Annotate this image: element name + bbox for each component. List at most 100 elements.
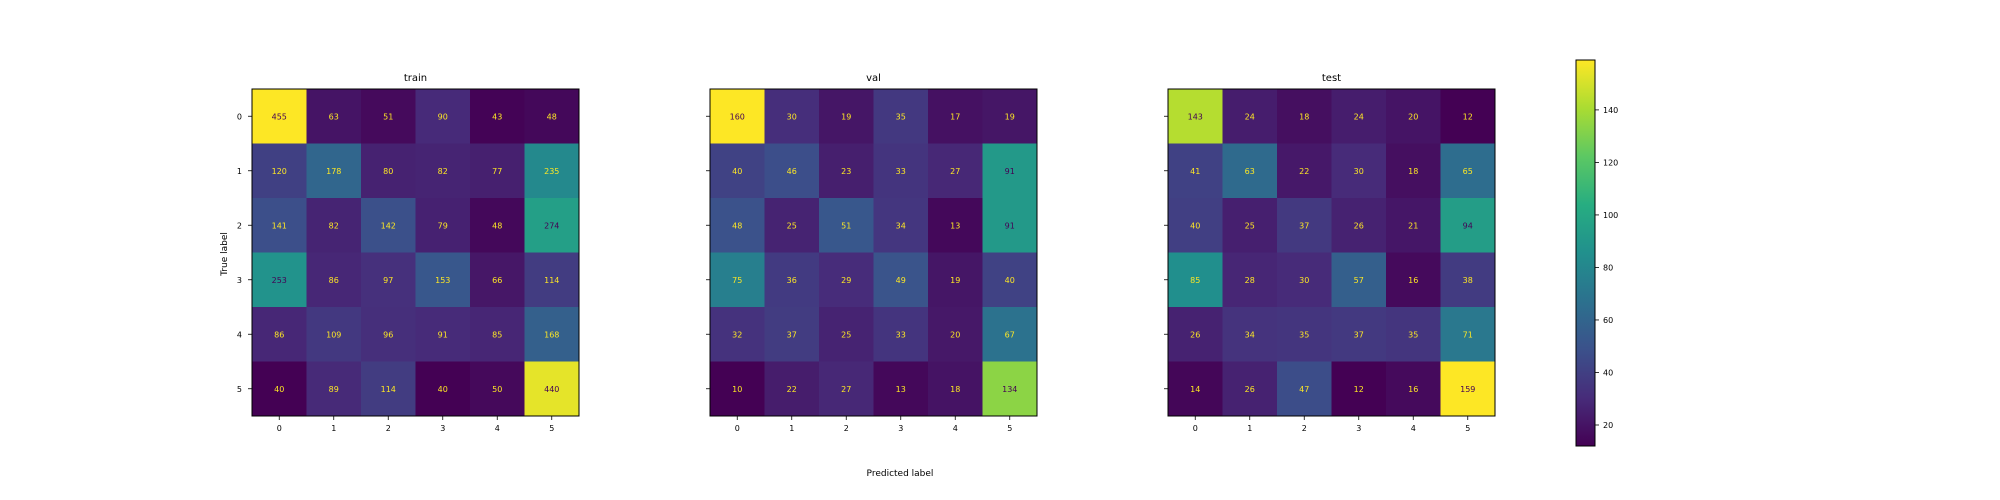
x-tick-label: 2 (1302, 424, 1307, 433)
heatmap-cell (1277, 307, 1332, 362)
cell-value-label: 440 (544, 385, 559, 394)
cell-value-label: 82 (329, 221, 339, 230)
cell-value-label: 114 (544, 276, 559, 285)
heatmap-cell (1386, 198, 1441, 253)
heatmap-cell (1386, 361, 1441, 417)
cell-value-label: 26 (1245, 385, 1255, 394)
heatmap-cell (1440, 307, 1496, 362)
heatmap-cell (306, 252, 362, 308)
heatmap-cell (1440, 198, 1496, 253)
cell-value-label: 85 (492, 330, 502, 339)
heatmap-cell (306, 143, 362, 199)
heatmap-cell (1386, 143, 1441, 199)
x-tick-label: 5 (1007, 424, 1012, 433)
cell-value-label: 35 (896, 112, 906, 121)
colorbar-tick-label: 60 (1603, 316, 1613, 325)
cell-value-label: 75 (732, 276, 742, 285)
heatmap-cell (1331, 89, 1387, 144)
heatmap-cell (1277, 198, 1332, 253)
heatmap-cell (819, 89, 874, 144)
x-tick-label: 4 (1411, 424, 1416, 433)
cell-value-label: 253 (272, 276, 287, 285)
heatmap-cell (1440, 252, 1496, 308)
heatmap-cell (873, 143, 929, 199)
heatmap-cell (524, 252, 580, 308)
colorbar: 20 40 60 80 100 120 140 (1575, 59, 1618, 447)
panel-frame (251, 88, 580, 417)
panel-title: val (866, 73, 881, 84)
cell-value-label: 159 (1460, 385, 1475, 394)
cell-value-label: 34 (896, 221, 906, 230)
cell-value-label: 40 (274, 385, 284, 394)
cell-value-label: 143 (1188, 112, 1203, 121)
cell-value-label: 19 (841, 112, 851, 121)
heatmap-cell (1222, 143, 1278, 199)
heatmap-cell (361, 198, 416, 253)
panel-frame (1167, 88, 1496, 417)
heatmap-cell (710, 361, 765, 417)
cell-value-label: 160 (730, 112, 745, 121)
cell-value-label: 10 (732, 385, 742, 394)
heatmap-cell (710, 307, 765, 362)
cell-value-label: 455 (272, 112, 287, 121)
y-tick-label: 4 (237, 330, 242, 339)
cell-value-label: 33 (896, 167, 906, 176)
cell-value-label: 25 (787, 221, 797, 230)
heatmap-cell (710, 89, 765, 144)
cell-value-label: 16 (1408, 385, 1418, 394)
heatmap-cell (252, 198, 307, 253)
heatmap-cell (928, 143, 983, 199)
cell-value-label: 37 (1354, 330, 1364, 339)
heatmap-cell (982, 143, 1038, 199)
heatmap-cell (470, 252, 525, 308)
heatmap-cell (873, 252, 929, 308)
cell-value-label: 67 (1005, 330, 1015, 339)
heatmap-cell (1222, 198, 1278, 253)
y-tick-label: 1 (237, 167, 242, 176)
cell-value-label: 141 (272, 221, 287, 230)
heatmap-cell (1440, 89, 1496, 144)
cell-value-label: 97 (383, 276, 393, 285)
heatmap-cell (764, 89, 820, 144)
colorbar-tick-label: 80 (1603, 263, 1613, 272)
heatmap-cell (306, 307, 362, 362)
heatmap-cell (306, 198, 362, 253)
heatmap-cell (361, 307, 416, 362)
y-tick-label: 5 (237, 385, 242, 394)
heatmap-cell (928, 307, 983, 362)
heatmap-cell (361, 89, 416, 144)
heatmap-cell (1440, 361, 1496, 417)
x-tick-label: 5 (1465, 424, 1470, 433)
colorbar-tick-label: 140 (1603, 106, 1618, 115)
heatmap-cell (252, 89, 307, 144)
cell-value-label: 35 (1408, 330, 1418, 339)
cell-value-label: 30 (1299, 276, 1309, 285)
heatmap-cell (306, 89, 362, 144)
cell-value-label: 23 (841, 167, 851, 176)
heatmap-cell (1222, 89, 1278, 144)
heatmap-cell (361, 143, 416, 199)
x-tick-label: 1 (331, 424, 336, 433)
cell-value-label: 13 (896, 385, 906, 394)
heatmap-cell (928, 361, 983, 417)
cell-value-label: 24 (1245, 112, 1255, 121)
heatmap-cell (1440, 143, 1496, 199)
cell-value-label: 12 (1463, 112, 1473, 121)
colorbar-tick-label: 40 (1603, 368, 1613, 377)
cell-value-label: 18 (1408, 167, 1418, 176)
cell-value-label: 77 (492, 167, 502, 176)
heatmap-cell (470, 198, 525, 253)
heatmap-cell (415, 361, 471, 417)
heatmap-cell (524, 89, 580, 144)
heatmap-cell (1168, 198, 1223, 253)
x-tick-label: 0 (277, 424, 282, 433)
cell-value-label: 24 (1354, 112, 1364, 121)
cell-value-label: 27 (950, 167, 960, 176)
cell-value-label: 91 (1005, 221, 1015, 230)
panel-frame (709, 88, 1038, 417)
x-tick-label: 3 (440, 424, 445, 433)
x-tick-label: 4 (495, 424, 500, 433)
heatmap-cell (1168, 89, 1223, 144)
